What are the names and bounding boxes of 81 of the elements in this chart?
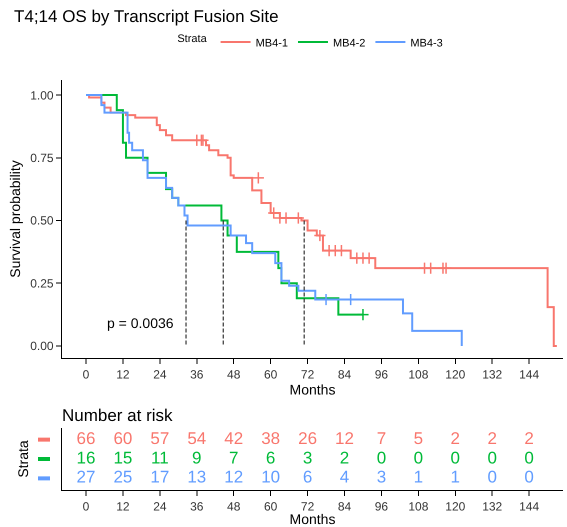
y-axis-title: Survival probability — [6, 160, 23, 278]
x-tick-label: 60 — [264, 499, 278, 514]
x-tick-label: 36 — [190, 367, 204, 382]
data-label: 17 — [150, 468, 170, 487]
data-label: 9 — [192, 448, 202, 468]
data-label: 10 — [261, 468, 280, 487]
data-label: 2 — [524, 428, 534, 448]
data-label: 42 — [224, 428, 244, 448]
data-label: 7 — [228, 448, 238, 468]
data-label: 6 — [266, 448, 276, 468]
y-tick-label: 0.50 — [30, 214, 54, 228]
x-tick-label: 108 — [408, 499, 429, 514]
x-tick-label: 84 — [338, 499, 352, 514]
x-tick-label: 72 — [300, 367, 315, 382]
y-tick-label: 0.25 — [30, 276, 54, 290]
data-label: 54 — [187, 428, 206, 448]
x-tick-label: 0 — [82, 367, 90, 382]
legend-title: Strata — [177, 32, 208, 45]
x-tick-label: 132 — [482, 499, 503, 514]
data-label: 5 — [414, 428, 424, 448]
annotation: p = 0.0036 — [107, 315, 174, 331]
data-label: 2 — [450, 428, 460, 448]
x-tick-label: 12 — [116, 499, 130, 514]
data-label: 27 — [76, 468, 96, 487]
data-label: 0 — [487, 468, 497, 487]
data-label: 60 — [113, 428, 132, 448]
x-axis-title: Months — [290, 381, 336, 398]
x-tick-label: 24 — [153, 367, 167, 382]
data-label: 7 — [376, 428, 386, 448]
x-tick-label: 72 — [300, 499, 315, 514]
data-label: 0 — [450, 448, 460, 468]
y-axis-title: Strata — [15, 440, 32, 478]
data-label: 0 — [524, 448, 534, 468]
data-label: 0 — [414, 448, 424, 468]
data-label: 12 — [224, 468, 244, 487]
chart-title: T4;14 OS by Transcript Fusion Site — [14, 7, 279, 26]
y-tick-label: 1.00 — [30, 88, 54, 102]
data-label: 16 — [76, 448, 96, 468]
legend-label: MB4-2 — [332, 37, 366, 50]
data-label: 0 — [524, 468, 534, 487]
data-label: 2 — [487, 428, 497, 448]
x-tick-label: 48 — [227, 367, 241, 382]
data-label: 3 — [376, 468, 386, 487]
x-tick-label: 96 — [374, 499, 388, 514]
data-label: 4 — [340, 468, 350, 487]
x-tick-label: 36 — [190, 499, 204, 514]
data-label: 13 — [187, 468, 206, 487]
x-tick-label: 84 — [338, 367, 352, 382]
x-tick-label: 0 — [82, 499, 90, 514]
x-tick-label: 144 — [519, 499, 540, 514]
x-tick-label: 120 — [445, 367, 466, 382]
x-tick-label: 120 — [445, 499, 466, 514]
x-axis-title: Months — [290, 511, 336, 527]
data-label: 0 — [376, 448, 386, 468]
x-tick-label: 132 — [482, 367, 503, 382]
data-label: 26 — [298, 428, 318, 448]
data-label: 6 — [302, 468, 312, 487]
y-tick-label: 0.00 — [30, 339, 54, 354]
x-tick-label: 108 — [408, 367, 429, 382]
legend-label: MB4-1 — [256, 37, 288, 50]
legend-label: MB4-3 — [410, 37, 443, 50]
x-tick-label: 48 — [227, 499, 241, 514]
data-label: 2 — [340, 448, 350, 468]
data-label: 15 — [113, 448, 132, 468]
x-tick-label: 60 — [264, 367, 278, 382]
data-label: 0 — [487, 448, 497, 468]
data-label: 66 — [76, 428, 96, 448]
data-label: 1 — [414, 468, 424, 487]
data-label: 3 — [302, 448, 312, 468]
chart-title: Number at risk — [62, 406, 174, 425]
data-label: 57 — [150, 428, 170, 448]
x-tick-label: 96 — [374, 367, 388, 382]
data-label: 25 — [113, 468, 132, 487]
data-label: 38 — [261, 428, 280, 448]
data-label: 11 — [151, 448, 169, 468]
y-tick-label: 0.75 — [30, 150, 54, 165]
data-label: 1 — [450, 468, 460, 487]
data-label: 12 — [335, 428, 354, 448]
x-tick-label: 24 — [153, 499, 167, 514]
x-tick-label: 144 — [519, 367, 540, 382]
x-tick-label: 12 — [116, 367, 130, 382]
